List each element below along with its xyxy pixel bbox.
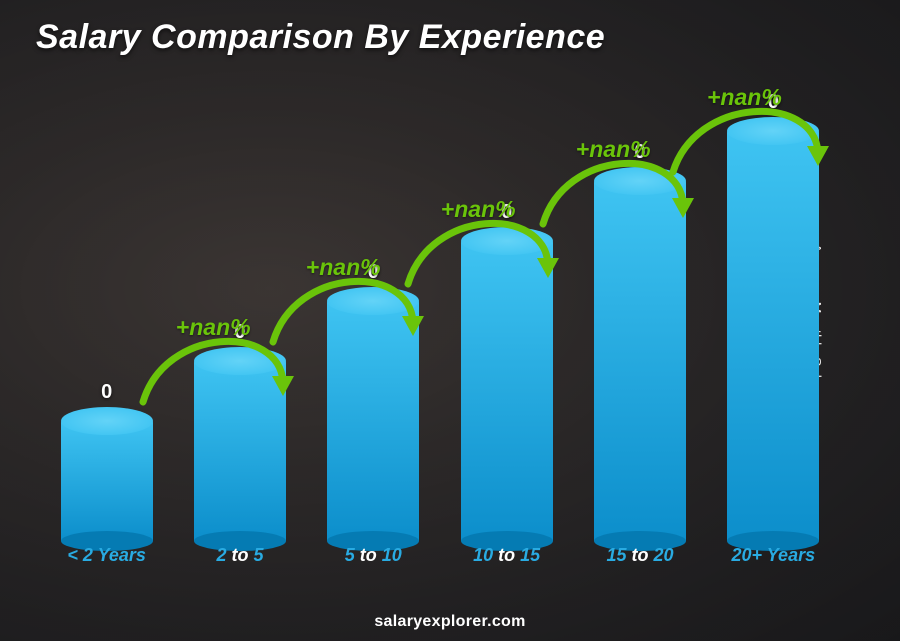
bar: 0 <box>727 131 819 541</box>
bar-top-ellipse <box>727 117 819 145</box>
chart-stage: Salary Comparison By Experience Average … <box>0 0 900 641</box>
bar: 0 <box>327 301 419 541</box>
bar-front <box>461 241 553 541</box>
bar-top-ellipse <box>194 347 286 375</box>
bar-column: 0 <box>180 361 300 541</box>
x-axis-label: 20+ Years <box>713 545 833 581</box>
bar-value-label: 0 <box>727 91 819 114</box>
bar-column: 0 <box>580 181 700 541</box>
bar: 0 <box>594 181 686 541</box>
bar-front <box>194 361 286 541</box>
bar-top-ellipse <box>461 227 553 255</box>
bar-column: 0 <box>447 241 567 541</box>
bar-top-ellipse <box>61 407 153 435</box>
x-axis-labels: < 2 Years 2 to 5 5 to 10 10 to 15 15 to 20 20… <box>40 545 840 581</box>
x-axis-label: 5 to 10 <box>313 545 433 581</box>
bars-container: 000000 <box>40 101 840 541</box>
bar-column: 0 <box>313 301 433 541</box>
chart-area: 000000 < 2 Years2 to 55 to 1010 to 1515 … <box>40 80 840 581</box>
bar-top-ellipse <box>594 167 686 195</box>
bar-front <box>727 131 819 541</box>
x-axis-label: 10 to 15 <box>447 545 567 581</box>
x-axis-label: < 2 Years <box>47 545 167 581</box>
x-axis-label: 15 to 20 <box>580 545 700 581</box>
chart-title: Salary Comparison By Experience <box>36 18 605 57</box>
bar-front <box>327 301 419 541</box>
bar-value-label: 0 <box>327 261 419 284</box>
bar-value-label: 0 <box>461 201 553 224</box>
bar-value-label: 0 <box>594 141 686 164</box>
bar-value-label: 0 <box>194 321 286 344</box>
bar-front <box>594 181 686 541</box>
bar-front <box>61 421 153 541</box>
bar-column: 0 <box>713 131 833 541</box>
bar-column: 0 <box>47 421 167 541</box>
bar-top-ellipse <box>327 287 419 315</box>
bar-value-label: 0 <box>61 381 153 404</box>
bar: 0 <box>61 421 153 541</box>
bar: 0 <box>461 241 553 541</box>
bar: 0 <box>194 361 286 541</box>
credit-text: salaryexplorer.com <box>0 613 900 631</box>
x-axis-label: 2 to 5 <box>180 545 300 581</box>
